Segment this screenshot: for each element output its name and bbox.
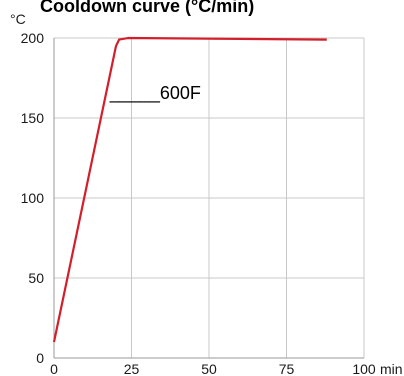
series-line-0 — [52, 36, 327, 343]
x-tick-label-75: 75 — [279, 361, 295, 376]
x-tick-label-100: 100 — [352, 361, 376, 376]
y-tick-label-50: 50 — [28, 270, 44, 286]
chart-title: Cooldown curve (°C/min) — [40, 0, 254, 16]
x-tick-label-25: 25 — [124, 361, 140, 376]
y-axis-unit: °C — [10, 11, 26, 27]
y-tick-label-150: 150 — [21, 110, 45, 126]
chart-axes — [53, 38, 364, 359]
x-tick-label-0: 0 — [50, 361, 58, 376]
chart-series — [52, 36, 327, 343]
y-tick-label-200: 200 — [21, 30, 45, 46]
chart-annotation: _____600F — [109, 83, 201, 104]
annotation-label: _____600F — [109, 83, 201, 104]
y-tick-label-100: 100 — [21, 190, 45, 206]
x-axis-unit: min — [380, 361, 403, 376]
y-tick-label-0: 0 — [36, 350, 44, 366]
x-tick-label-50: 50 — [201, 361, 217, 376]
chart-grid — [54, 37, 365, 358]
chart-tick-labels: 0 50 100 150 200 0 25 50 75 100 — [21, 30, 376, 376]
